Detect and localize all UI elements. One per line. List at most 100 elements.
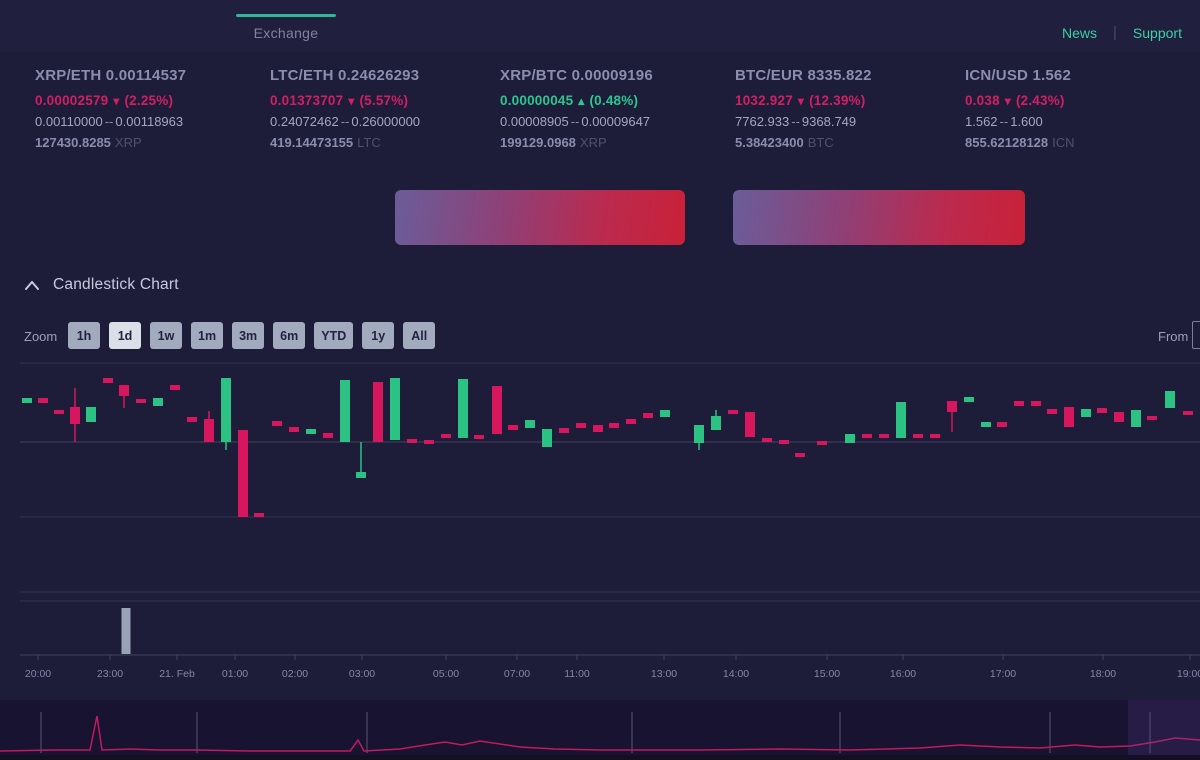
candle — [103, 378, 113, 383]
ticker-card-ltc-eth[interactable]: LTC/ETH 0.24626293 0.01373707 ▾ (5.57%) … — [270, 67, 420, 162]
candle — [542, 429, 552, 447]
range-button-1h[interactable]: 1h — [68, 322, 100, 349]
candle — [373, 382, 383, 442]
range-button-1d[interactable]: 1d — [109, 322, 141, 349]
candle — [70, 407, 80, 424]
range-button-1w[interactable]: 1w — [150, 322, 182, 349]
action-button-1[interactable] — [395, 190, 685, 245]
candle — [492, 386, 502, 434]
candle — [306, 429, 316, 434]
ticker-card-icn-usd[interactable]: ICN/USD 1.562 0.038 ▾ (2.43%) 1.562--1.6… — [965, 67, 1075, 162]
nav-divider: | — [1113, 24, 1117, 41]
candle — [1047, 409, 1057, 414]
axis-tick-label: 18:00 — [1090, 668, 1116, 680]
candle — [745, 412, 755, 437]
axis-tick-label: 02:00 — [282, 668, 308, 680]
candle — [1147, 416, 1157, 420]
candle — [86, 407, 96, 422]
tab-active-indicator — [236, 14, 336, 17]
candle — [795, 453, 805, 457]
candle — [1064, 407, 1074, 427]
navigator-plot — [0, 700, 1200, 755]
ticker-pair-price: XRP/ETH 0.00114537 — [35, 67, 186, 84]
candle — [997, 422, 1007, 427]
axis-tick-label: 11:00 — [564, 668, 590, 680]
change-arrow-icon: ▾ — [1004, 94, 1012, 108]
candle — [54, 410, 64, 414]
range-button-1y[interactable]: 1y — [362, 322, 394, 349]
change-arrow-icon: ▾ — [797, 94, 805, 108]
range-button-all[interactable]: All — [403, 322, 435, 349]
candle — [862, 434, 872, 438]
ticker-volume-unit: LTC — [353, 135, 381, 150]
candle — [930, 434, 940, 438]
top-nav: Exchange News | Support — [0, 0, 1200, 52]
range-separator: -- — [998, 114, 1011, 129]
ticker-volume-unit: XRP — [576, 135, 607, 150]
range-button-1m[interactable]: 1m — [191, 322, 223, 349]
candle — [424, 440, 434, 444]
news-link[interactable]: News — [1062, 25, 1097, 41]
candle — [1183, 411, 1193, 415]
candle — [879, 434, 889, 438]
candle — [136, 399, 146, 403]
candle — [1097, 408, 1107, 413]
candle — [238, 430, 248, 517]
range-separator: -- — [569, 114, 582, 129]
change-arrow-icon: ▴ — [577, 94, 585, 108]
candle — [660, 410, 670, 417]
ticker-change: 1032.927 ▾ (12.39%) — [735, 93, 872, 108]
candle — [525, 420, 535, 428]
candle — [626, 419, 636, 424]
range-separator: -- — [339, 114, 352, 129]
from-input[interactable] — [1192, 321, 1200, 349]
ticker-range: 0.24072462--0.26000000 — [270, 114, 420, 129]
ticker-volume-unit: XRP — [111, 135, 142, 150]
action-button-2[interactable] — [733, 190, 1025, 245]
ticker-range: 0.00008905--0.00009647 — [500, 114, 653, 129]
candlestick-plot[interactable] — [0, 356, 1200, 602]
candle — [779, 440, 789, 444]
chart-section-toggle[interactable]: Candlestick Chart — [25, 276, 179, 294]
candle — [221, 378, 231, 442]
candle — [1014, 401, 1024, 406]
change-arrow-icon: ▾ — [112, 94, 120, 108]
ticker-volume: 5.38423400BTC — [735, 135, 872, 150]
candle — [845, 434, 855, 443]
candle — [981, 422, 991, 427]
range-selector: 1h 1d 1w 1m 3m 6m YTD 1y All — [68, 322, 435, 349]
ticker-card-xrp-btc[interactable]: XRP/BTC 0.00009196 0.00000045 ▴ (0.48%) … — [500, 67, 653, 162]
candle — [356, 472, 366, 478]
axis-tick-label: 01:00 — [222, 668, 248, 680]
range-button-3m[interactable]: 3m — [232, 322, 264, 349]
ticker-volume-unit: BTC — [804, 135, 834, 150]
candle — [576, 423, 586, 428]
ticker-card-xrp-eth[interactable]: XRP/ETH 0.00114537 0.00002579 ▾ (2.25%) … — [35, 67, 186, 162]
range-separator: -- — [103, 114, 116, 129]
ticker-card-btc-eur[interactable]: BTC/EUR 8335.822 1032.927 ▾ (12.39%) 776… — [735, 67, 872, 162]
navigator-mask — [1128, 700, 1200, 755]
ticker-change: 0.00000045 ▴ (0.48%) — [500, 93, 653, 108]
from-label: From — [1158, 329, 1188, 344]
support-link[interactable]: Support — [1133, 25, 1182, 41]
top-links: News | Support — [1062, 24, 1182, 41]
tab-exchange[interactable]: Exchange — [232, 0, 340, 52]
candle — [289, 427, 299, 432]
candle — [254, 513, 264, 517]
range-separator: -- — [789, 114, 802, 129]
candle — [964, 397, 974, 402]
candle — [643, 413, 653, 418]
bottom-edge — [0, 755, 1200, 760]
volume-pane — [0, 602, 1200, 666]
navigator[interactable] — [0, 700, 1200, 755]
candle — [508, 425, 518, 430]
volume-bar — [122, 608, 131, 654]
change-arrow-icon: ▾ — [347, 94, 355, 108]
ticker-pair-price: BTC/EUR 8335.822 — [735, 67, 872, 84]
range-button-ytd[interactable]: YTD — [314, 322, 353, 349]
candle — [593, 425, 603, 432]
candle — [474, 435, 484, 439]
candle — [407, 439, 417, 443]
range-button-6m[interactable]: 6m — [273, 322, 305, 349]
candle — [913, 434, 923, 438]
